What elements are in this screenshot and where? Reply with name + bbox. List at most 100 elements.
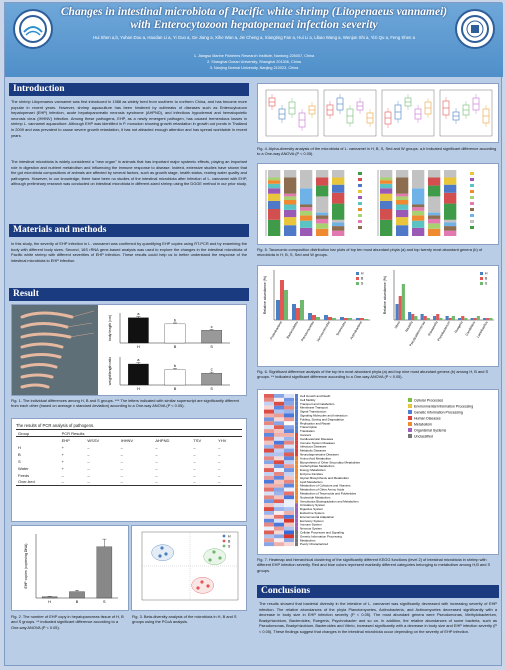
tick-label: S xyxy=(103,600,106,604)
kegg-label: Lipid Metabolism xyxy=(300,480,323,484)
bar xyxy=(324,315,328,320)
legend-label: Environmental Information Processing xyxy=(414,404,473,408)
table-cell: – xyxy=(155,472,158,478)
data-point xyxy=(208,558,212,562)
bar xyxy=(448,318,452,320)
bar xyxy=(356,318,360,320)
stack-segment xyxy=(300,220,313,228)
heatmap-cell xyxy=(284,522,294,527)
category-bar xyxy=(295,433,298,437)
legend-swatch xyxy=(408,398,412,402)
heatmap-cell xyxy=(274,514,284,519)
subheader-cell: IHHNV xyxy=(120,437,134,443)
stack-segment xyxy=(428,185,441,197)
legend-swatch xyxy=(358,184,362,187)
bar xyxy=(316,317,320,320)
heatmap-cell xyxy=(274,475,284,480)
subheader-cell xyxy=(16,437,60,444)
kegg-label: Cancers xyxy=(300,433,312,437)
stack-segment xyxy=(284,193,297,197)
table-cell: – xyxy=(87,444,90,450)
table-header-row: Group PCR Results xyxy=(16,429,242,437)
affiliation-2: 2. Shanghai Ocean University, Shanghai 2… xyxy=(207,60,301,64)
legend-label: H xyxy=(361,272,364,276)
bar xyxy=(423,316,427,320)
tick-label: Proteobacteria xyxy=(269,320,283,340)
bar xyxy=(414,316,418,320)
stack-segment xyxy=(428,228,441,236)
heatmap-cell xyxy=(274,409,284,414)
table-row: H + – – – – – xyxy=(16,444,242,451)
heatmap-cell xyxy=(264,468,274,472)
heatmap-cell xyxy=(274,491,284,496)
bar xyxy=(296,308,300,320)
stack-segment-other xyxy=(316,170,329,178)
bar xyxy=(411,314,415,320)
table-cell: – xyxy=(87,465,90,471)
bar xyxy=(470,318,474,320)
stack-segment xyxy=(284,196,297,200)
stack-segment xyxy=(380,200,393,209)
kegg-label: Immune System Diseases xyxy=(300,441,335,445)
heatmap-cell xyxy=(264,503,274,508)
category-bar xyxy=(295,475,298,480)
legend-label: B xyxy=(485,277,488,281)
table-cell: + xyxy=(61,458,64,464)
table-cell: – xyxy=(61,472,64,478)
legend-swatch xyxy=(222,544,226,548)
stack-segment xyxy=(316,223,329,229)
stack-segment xyxy=(268,209,281,220)
kegg-label: Environmental Adaptation xyxy=(300,515,335,519)
table-row: Over-bed – – – – – – xyxy=(16,478,242,486)
heatmap-cell xyxy=(274,468,284,472)
figure-7-caption: Fig. 7. Heatmap and hierarchical cluster… xyxy=(257,557,491,573)
heatmap-cell xyxy=(274,429,284,433)
kegg-label: Cellular Processes and Signaling xyxy=(300,531,344,535)
kegg-label: Infectious Diseases xyxy=(300,445,327,449)
bar xyxy=(486,318,490,320)
figure-1-caption: Fig. 1. The individual differences among… xyxy=(11,398,239,409)
stack-segment xyxy=(396,204,409,210)
category-bar xyxy=(295,526,298,531)
poster-header: Changes in intestinal microbiota of Paci… xyxy=(5,3,503,77)
legend-swatch xyxy=(358,214,362,217)
stack-segment xyxy=(380,177,393,181)
kegg-label: Translation xyxy=(300,429,315,433)
bar xyxy=(127,317,149,344)
heatmap-cell xyxy=(264,397,274,402)
table-row: Feeds – – – – – – xyxy=(16,472,242,479)
legend-label: Metabolism xyxy=(414,422,432,426)
heatmap-cell xyxy=(284,417,294,422)
bar xyxy=(127,363,149,386)
stack-segment xyxy=(412,177,425,189)
legend-label: S xyxy=(228,545,231,549)
heatmap-cell xyxy=(284,542,294,547)
heatmap-cell xyxy=(264,475,274,480)
table-cell: S xyxy=(18,458,21,464)
stack-segment xyxy=(284,209,297,218)
table-cell: – xyxy=(120,465,123,471)
stack-segment xyxy=(300,227,313,236)
heatmap-cell xyxy=(264,429,274,433)
bar xyxy=(332,318,336,320)
legend-swatch xyxy=(356,277,359,280)
stack-segment xyxy=(412,215,425,221)
figure-5-caption: Fig. 5. Taxonomic composition distributi… xyxy=(257,247,483,258)
pcr-results-table: Group PCR Results EHP WSSV IHHNV AHPND T… xyxy=(16,429,242,486)
heatmap-cell xyxy=(284,409,294,414)
significance-letter: a xyxy=(137,311,140,316)
figure-4-boxplots xyxy=(265,89,493,137)
category-bar xyxy=(295,460,298,465)
stack-segment-other xyxy=(396,170,409,178)
legend-swatch xyxy=(356,282,359,285)
kegg-label: Circulatory System xyxy=(300,503,326,507)
category-bar xyxy=(295,448,298,453)
legend-label: B xyxy=(361,277,364,281)
table-cell: – xyxy=(87,451,90,457)
category-bar xyxy=(295,534,298,539)
heatmap-cell xyxy=(284,429,294,433)
header-pcr-results: PCR Results xyxy=(59,429,242,437)
legend-label: H xyxy=(485,272,488,276)
stack-segment xyxy=(396,225,409,236)
stack-segment xyxy=(412,188,425,205)
